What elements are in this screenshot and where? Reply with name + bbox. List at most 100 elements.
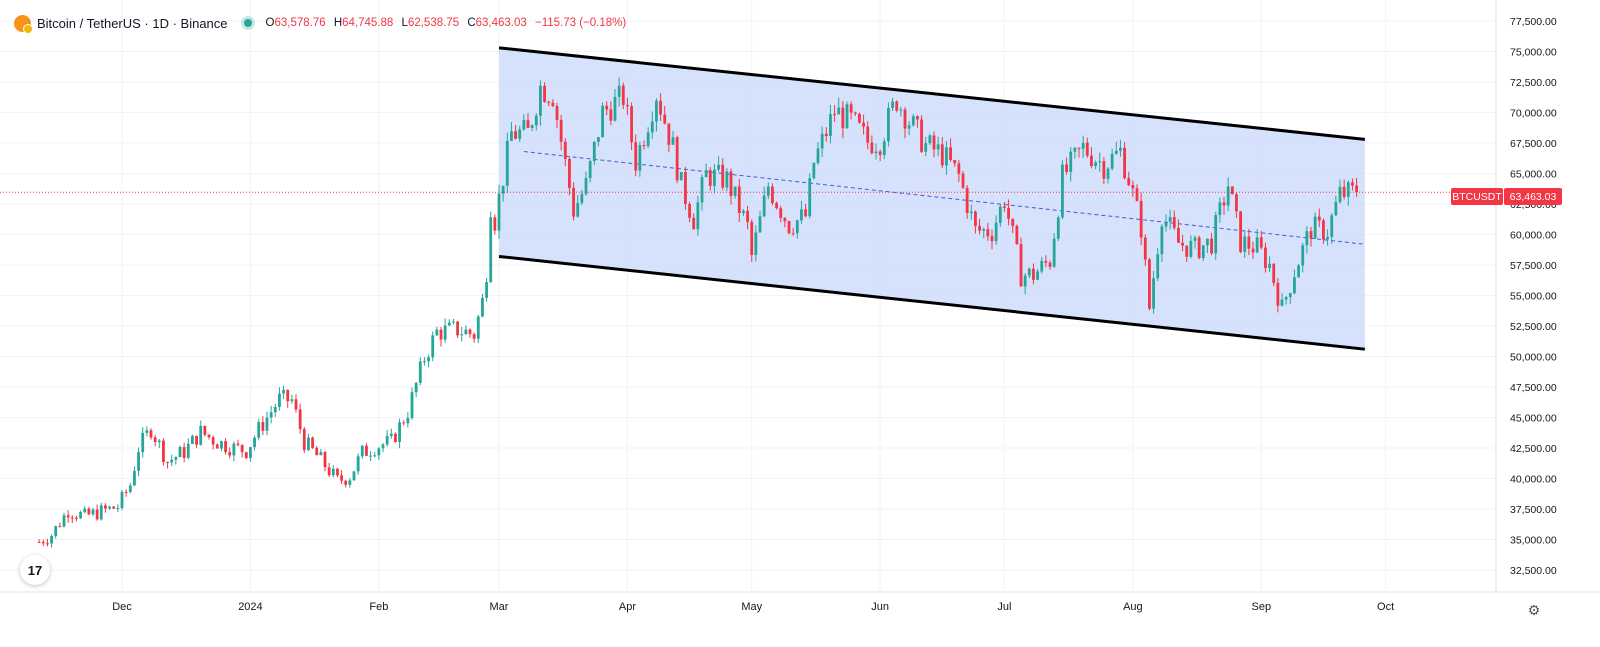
candle-body xyxy=(1135,188,1139,201)
candle-body xyxy=(1156,254,1160,279)
candle-body xyxy=(182,446,186,458)
market-status-icon[interactable] xyxy=(243,19,252,27)
candle-body xyxy=(244,452,248,458)
candle-body xyxy=(249,447,252,458)
candle-body xyxy=(833,114,836,116)
candle-body xyxy=(679,172,683,181)
candle-body xyxy=(153,437,157,442)
candle-body xyxy=(870,142,874,154)
candle-body xyxy=(920,119,923,152)
gear-icon[interactable]: ⚙ xyxy=(1527,602,1541,618)
candle-body xyxy=(402,422,406,424)
candle-body xyxy=(1222,202,1226,206)
candle-body xyxy=(692,217,696,230)
candle-body xyxy=(369,455,372,457)
candle-body xyxy=(829,114,832,137)
candle-body xyxy=(481,297,484,317)
candle-body xyxy=(708,170,712,186)
candle-body xyxy=(675,137,679,181)
candle-body xyxy=(1297,265,1300,278)
candle-body xyxy=(501,185,505,194)
candle-body xyxy=(137,452,140,471)
bitcoin-icon xyxy=(14,14,33,34)
candle-body xyxy=(1085,142,1089,156)
candle-body xyxy=(874,151,878,154)
candle-body xyxy=(911,116,915,126)
candle-body xyxy=(721,164,725,188)
y-tick-label: 42,500.00 xyxy=(1510,443,1557,455)
x-tick-label: Sep xyxy=(1252,601,1272,613)
candle-body xyxy=(319,452,323,456)
candle-body xyxy=(887,107,890,142)
candle-body xyxy=(1032,268,1035,280)
tradingview-logo[interactable]: 17 xyxy=(20,555,50,585)
y-tick-label: 55,000.00 xyxy=(1510,291,1557,303)
price-channel[interactable] xyxy=(498,46,1366,351)
candle-body xyxy=(191,435,194,444)
price-tag-label: BTCUSDT xyxy=(1452,191,1502,203)
candle-body xyxy=(427,357,430,362)
symbol-title[interactable]: Bitcoin / TetherUS · 1D · Binance xyxy=(37,15,228,31)
candle-body xyxy=(617,85,621,97)
price-tag-value-box xyxy=(1504,188,1562,205)
candle-body xyxy=(1007,207,1010,219)
channel-lower-line xyxy=(498,254,1366,351)
candle-body xyxy=(1011,218,1015,226)
candle-body xyxy=(195,435,198,445)
candle-body xyxy=(224,441,227,453)
candle-body xyxy=(758,216,762,233)
candle-body xyxy=(236,443,240,445)
candle-body xyxy=(1322,220,1325,240)
candle-body xyxy=(650,121,654,133)
candle-body xyxy=(66,515,70,518)
open-key: O xyxy=(265,17,275,29)
candle-body xyxy=(418,361,422,383)
candle-body xyxy=(1003,206,1006,208)
candle-body xyxy=(882,141,886,155)
candle-body xyxy=(1189,240,1193,257)
y-tick-label: 65,000.00 xyxy=(1510,169,1557,181)
candle-body xyxy=(1061,164,1064,218)
candle-body xyxy=(282,389,285,394)
candle-body xyxy=(1210,238,1213,254)
candle-body xyxy=(907,125,911,129)
candle-body xyxy=(468,329,472,335)
candle-body xyxy=(75,517,78,519)
candle-body xyxy=(1206,238,1209,246)
candle-body xyxy=(336,468,339,476)
candle-body xyxy=(994,222,998,242)
candle-body xyxy=(1251,248,1255,253)
candle-body xyxy=(423,361,426,363)
candle-body xyxy=(91,509,95,515)
candle-body xyxy=(750,221,754,255)
candle-body xyxy=(327,467,331,476)
candle-body xyxy=(518,129,522,139)
candle-body xyxy=(1214,215,1218,254)
price-axis[interactable]: 32,500.00 35,000.00 37,500.00 40,000.00 42,5… xyxy=(1510,16,1557,577)
candle-body xyxy=(659,100,662,115)
candle-body xyxy=(762,195,766,217)
candle-body xyxy=(1048,262,1052,267)
candle-body xyxy=(54,526,58,536)
candle-body xyxy=(563,141,567,159)
candle-body xyxy=(1288,293,1292,298)
candle-body xyxy=(215,444,219,449)
candle-body xyxy=(704,170,708,178)
candle-body xyxy=(1164,221,1168,227)
candle-body xyxy=(916,116,919,120)
candle-body xyxy=(1098,161,1102,163)
candle-body xyxy=(443,325,447,340)
candle-body xyxy=(406,418,410,424)
candle-body xyxy=(862,122,865,127)
candle-body xyxy=(112,506,116,509)
time-axis[interactable]: Dec 2024 Feb Mar Apr May Jun Jul Aug Sep Oct xyxy=(112,601,1394,613)
candle-body xyxy=(62,515,66,527)
y-tick-label: 57,500.00 xyxy=(1510,260,1557,272)
candle-body xyxy=(1326,236,1329,240)
price-tag: BTCUSDT 63,463.03 xyxy=(1451,188,1562,205)
candle-body xyxy=(307,437,310,451)
candle-body xyxy=(203,425,207,435)
candle-body xyxy=(626,104,629,107)
